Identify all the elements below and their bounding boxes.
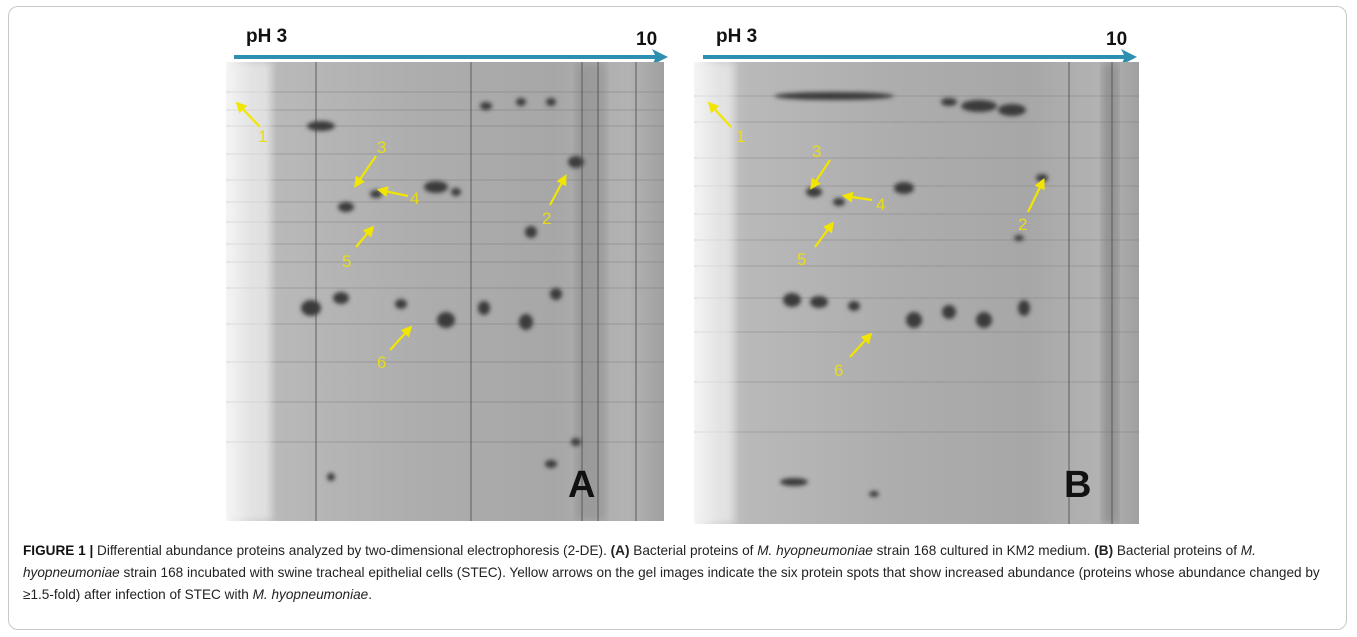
panel-letter-b: B <box>1064 464 1092 506</box>
caption-b-text-2: strain 168 incubated with swine tracheal… <box>23 565 1320 602</box>
figure-caption: FIGURE 1 | Differential abundance protei… <box>23 540 1338 606</box>
ph-start-label-b: pH 3 <box>716 26 758 47</box>
gel-image-a <box>226 62 664 521</box>
figure-label: FIGURE 1 | <box>23 543 94 558</box>
panel-letter-a: A <box>568 464 596 506</box>
caption-b-text-1: Bacterial proteins of <box>1113 543 1241 558</box>
ph-end-label-a: 10 <box>636 29 658 50</box>
caption-b-species: M. hyopneumoniae <box>23 543 1256 580</box>
gel-b-texture <box>694 62 1139 524</box>
caption-a-text-1: Bacterial proteins of <box>629 543 758 558</box>
gel-a-texture <box>226 62 664 521</box>
ph-end-label-b: 10 <box>1106 29 1128 50</box>
caption-b-label: (B) <box>1094 543 1114 558</box>
caption-a-text-2: strain 168 cultured in KM2 medium. <box>872 543 1095 558</box>
caption-a-label: (A) <box>610 543 630 558</box>
ph-start-label-a: pH 3 <box>246 26 288 47</box>
gel-image-b <box>694 62 1139 524</box>
caption-end-species: M. hyopneumoniae <box>252 587 369 602</box>
caption-a-species: M. hyopneumoniae <box>757 543 873 558</box>
caption-intro: Differential abundance proteins analyzed… <box>93 543 611 558</box>
figure-frame <box>8 6 1347 630</box>
caption-end-text: . <box>368 587 372 602</box>
